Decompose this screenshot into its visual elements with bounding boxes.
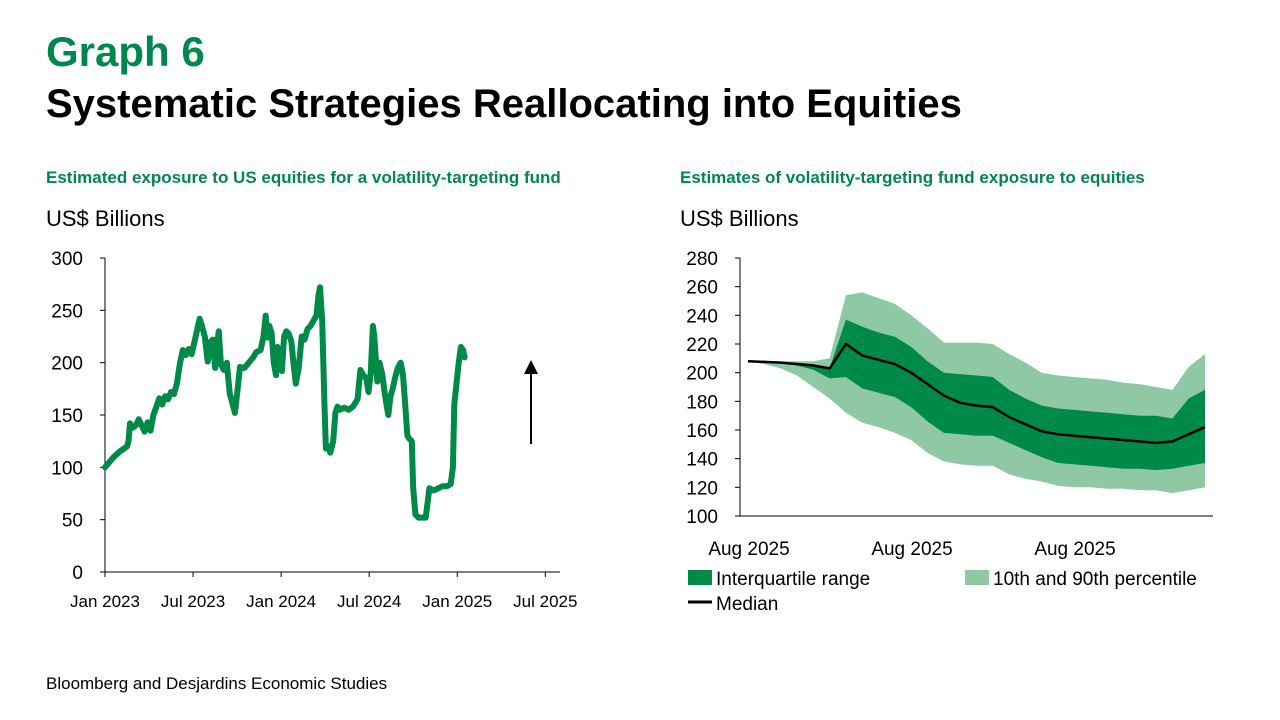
right-y-tick-label: 140 — [686, 450, 718, 471]
legend-label-interquartile: Interquartile range — [716, 569, 870, 590]
interquartile-band — [748, 319, 1205, 471]
right-y-tick-label: 240 — [686, 306, 718, 327]
left-chart: 0 50 100 150 200 250 300 Jan 2023 Jul 2023 Jan 20… — [51, 249, 577, 611]
left-x-tick-label: Jul 2025 — [513, 592, 577, 611]
left-y-tick-label: 250 — [51, 301, 83, 322]
right-y-tick-label: 100 — [686, 507, 718, 528]
exposure-line — [102, 284, 468, 521]
right-y-tick-label: 200 — [686, 364, 718, 385]
source-note: Bloomberg and Desjardins Economic Studie… — [46, 674, 388, 693]
left-x-tick-label: Jul 2023 — [161, 592, 225, 611]
legend-swatch-percentile — [965, 570, 989, 585]
left-chart-title: Estimated exposure to US equities for a … — [46, 168, 561, 187]
right-x-tick-label: Aug 2025 — [1034, 539, 1115, 560]
right-y-tick-label: 120 — [686, 478, 718, 499]
left-x-tick-label: Jan 2024 — [246, 592, 316, 611]
right-chart-ylabel: US$ Billions — [680, 206, 799, 231]
left-x-tick-label: Jan 2025 — [422, 592, 492, 611]
left-y-tick-label: 100 — [51, 458, 83, 479]
right-x-tick-label: Aug 2025 — [708, 539, 789, 560]
upward-arrow-head — [524, 360, 538, 374]
right-y-tick-label: 220 — [686, 335, 718, 356]
left-x-tick-label: Jan 2023 — [70, 592, 140, 611]
left-x-tick-label: Jul 2024 — [337, 592, 401, 611]
right-chart: 100 120 140 160 180 200 220 240 260 280 Aug 2025 Au… — [686, 249, 1213, 615]
legend-label-percentile: 10th and 90th percentile — [993, 569, 1197, 590]
median-line — [747, 342, 1206, 445]
left-y-tick-label: 0 — [72, 563, 83, 584]
left-y-tick-label: 300 — [51, 249, 83, 270]
left-y-tick-label: 150 — [51, 406, 83, 427]
right-x-tick-label: Aug 2025 — [871, 539, 952, 560]
legend-swatch-interquartile — [688, 570, 712, 585]
graph-label: Graph 6 — [46, 28, 205, 75]
page-title: Systematic Strategies Reallocating into … — [46, 82, 962, 126]
right-y-tick-label: 260 — [686, 278, 718, 299]
legend-label-median: Median — [716, 594, 778, 615]
left-y-tick-label: 200 — [51, 354, 83, 375]
right-y-tick-label: 160 — [686, 421, 718, 442]
left-y-tick-label: 50 — [62, 511, 83, 532]
right-y-tick-label: 280 — [686, 249, 718, 270]
left-chart-ylabel: US$ Billions — [46, 206, 165, 231]
right-y-tick-label: 180 — [686, 392, 718, 413]
right-chart-title: Estimates of volatility-targeting fund e… — [680, 168, 1145, 187]
